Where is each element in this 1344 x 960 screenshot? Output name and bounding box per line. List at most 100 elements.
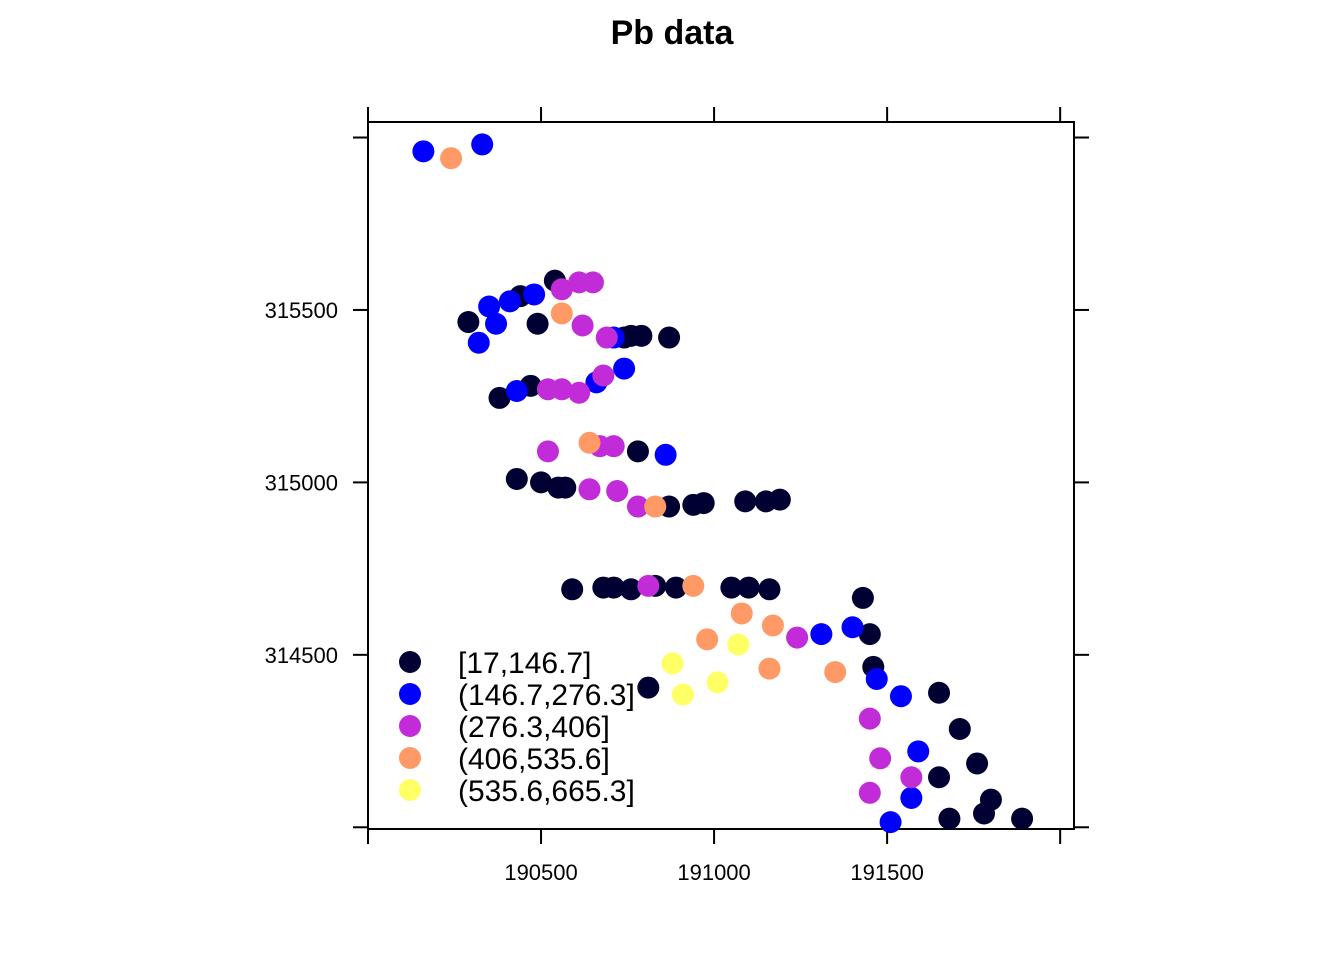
- data-point: [734, 490, 757, 513]
- data-point: [761, 614, 784, 637]
- data-point: [571, 314, 594, 337]
- data-point: [858, 781, 881, 804]
- data-point: [907, 740, 930, 763]
- data-point: [620, 578, 643, 601]
- data-point: [966, 752, 989, 775]
- data-point: [865, 667, 888, 690]
- y-axis: 314500 315000 315500: [265, 136, 1089, 829]
- data-point: [505, 467, 528, 490]
- y-tick-label: 314500: [265, 643, 338, 668]
- data-point: [644, 495, 667, 518]
- data-point: [602, 576, 625, 599]
- data-point: [488, 386, 511, 409]
- data-point: [550, 378, 573, 401]
- data-point: [581, 271, 604, 294]
- data-point: [498, 290, 521, 313]
- data-point: [561, 578, 584, 601]
- data-point: [900, 786, 923, 809]
- legend-label: [17,146.7]: [458, 647, 591, 680]
- legend-swatch: [399, 715, 421, 737]
- data-point: [536, 440, 559, 463]
- legend-label: (406,535.6]: [458, 743, 610, 776]
- data-points: [412, 133, 1034, 834]
- data-point: [696, 628, 719, 651]
- plot-frame: [367, 121, 1075, 830]
- data-point: [440, 147, 463, 170]
- data-point: [471, 133, 494, 156]
- data-point: [550, 278, 573, 301]
- data-point: [758, 657, 781, 680]
- legend-swatch: [399, 747, 421, 769]
- legend-label: (535.6,665.3]: [458, 775, 635, 808]
- data-point: [869, 747, 892, 770]
- data-point: [595, 326, 618, 349]
- data-point: [948, 717, 971, 740]
- data-point: [928, 681, 951, 704]
- data-point: [457, 311, 480, 334]
- data-point: [523, 283, 546, 306]
- data-point: [730, 602, 753, 625]
- data-point: [550, 302, 573, 325]
- data-point: [626, 495, 649, 518]
- data-point: [637, 574, 660, 597]
- data-point: [485, 312, 508, 335]
- x-tick-label: 191000: [677, 860, 750, 885]
- data-point: [671, 683, 694, 706]
- data-point: [824, 661, 847, 684]
- data-point: [606, 480, 629, 503]
- data-point: [568, 381, 591, 404]
- data-point: [841, 616, 864, 639]
- data-point: [602, 435, 625, 458]
- data-point: [478, 295, 501, 318]
- data-point: [626, 440, 649, 463]
- legend-swatch: [399, 779, 421, 801]
- chart-title: Pb data: [611, 14, 735, 52]
- data-point: [727, 633, 750, 656]
- data-point: [630, 324, 653, 347]
- data-point: [879, 811, 902, 834]
- data-point: [810, 623, 833, 646]
- y-tick-label: 315500: [265, 298, 338, 323]
- data-point: [467, 331, 490, 354]
- legend-swatch: [399, 683, 421, 705]
- data-point: [661, 652, 684, 675]
- data-point: [692, 492, 715, 515]
- legend-swatch: [399, 651, 421, 673]
- data-point: [737, 576, 760, 599]
- legend: [17,146.7](146.7,276.3](276.3,406](406,5…: [399, 647, 635, 808]
- data-point: [637, 676, 660, 699]
- data-point: [682, 574, 705, 597]
- data-point: [858, 623, 881, 646]
- data-point: [530, 471, 553, 494]
- data-point: [851, 586, 874, 609]
- data-point: [858, 707, 881, 730]
- y-tick-label: 315000: [265, 470, 338, 495]
- data-point: [928, 766, 951, 789]
- x-axis: 190500 191000 191500: [367, 107, 1062, 885]
- data-point: [592, 364, 615, 387]
- data-point: [578, 478, 601, 501]
- legend-label: (146.7,276.3]: [458, 679, 635, 712]
- data-point: [1011, 807, 1034, 830]
- data-point: [665, 576, 688, 599]
- data-point: [720, 576, 743, 599]
- data-point: [900, 766, 923, 789]
- data-point: [768, 488, 791, 511]
- data-point: [786, 626, 809, 649]
- data-point: [613, 357, 636, 380]
- data-point: [412, 140, 435, 163]
- x-tick-label: 191500: [850, 860, 923, 885]
- data-point: [758, 578, 781, 601]
- data-point: [658, 326, 681, 349]
- data-point: [578, 431, 601, 454]
- data-point: [554, 476, 577, 499]
- x-tick-label: 190500: [504, 860, 577, 885]
- data-point: [889, 685, 912, 708]
- data-point: [706, 671, 729, 694]
- legend-label: (276.3,406]: [458, 711, 610, 744]
- data-point: [654, 443, 677, 466]
- data-point: [526, 312, 549, 335]
- data-point: [973, 802, 996, 825]
- data-point: [938, 807, 961, 830]
